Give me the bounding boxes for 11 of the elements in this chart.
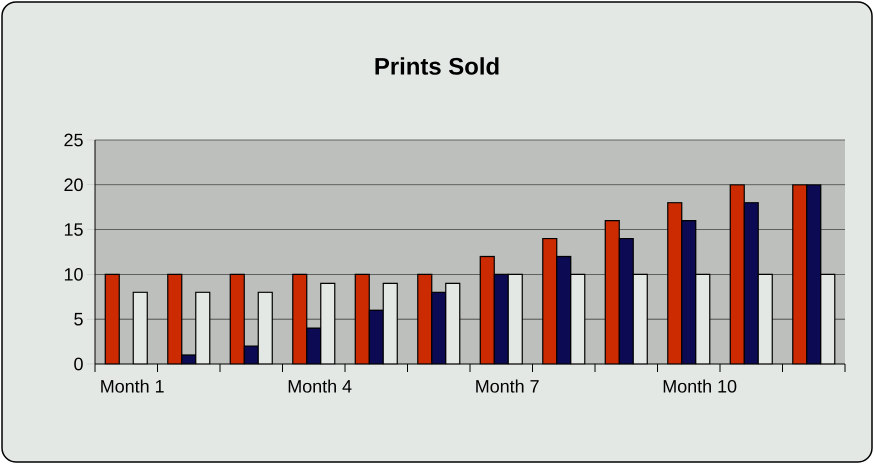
chart-title: Prints Sold (375, 57, 499, 75)
y-tick-label: 10 (64, 268, 83, 281)
y-tick-label: 5 (74, 312, 83, 326)
y-tick-label: 25 (64, 134, 83, 146)
x-tick-label: Month 4 (288, 380, 352, 393)
x-tick-label: Month 7 (476, 380, 539, 393)
y-tick-label: 20 (64, 178, 83, 192)
y-tick-label: 15 (64, 223, 83, 236)
x-tick-label: Month 10 (664, 380, 736, 393)
x-tick-label: Month 1 (101, 380, 164, 393)
y-tick-label: 0 (74, 358, 83, 370)
